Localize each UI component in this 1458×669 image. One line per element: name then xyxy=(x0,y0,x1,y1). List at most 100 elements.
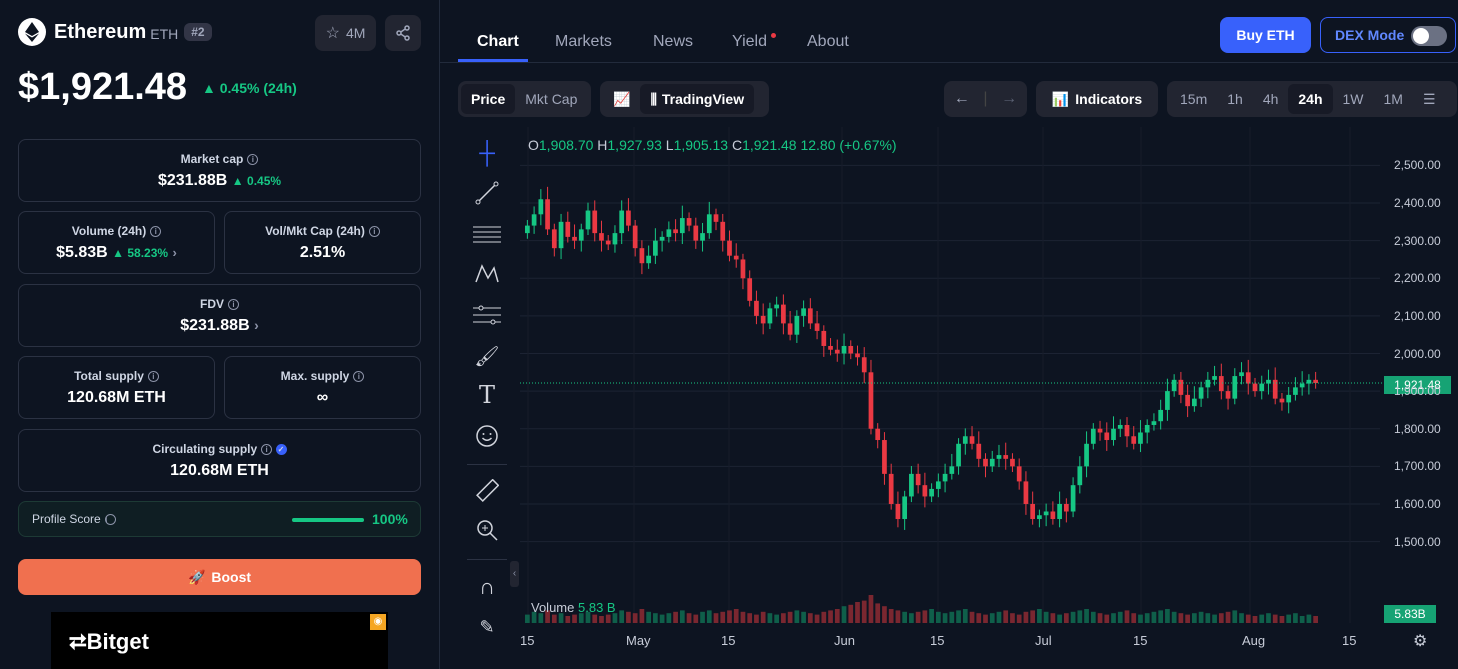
candle-body xyxy=(1293,387,1298,395)
volume-bar xyxy=(888,609,894,623)
volmkt-card: Vol/Mkt Cap (24h) i 2.51% xyxy=(224,211,421,274)
candle-body xyxy=(720,221,726,241)
indicators-button[interactable]: 📊 Indicators xyxy=(1036,81,1158,117)
candle-body xyxy=(841,345,847,354)
boost-button[interactable]: 🚀 Boost xyxy=(18,559,421,595)
price-change-value: 0.45% (24h) xyxy=(219,80,297,96)
dex-mode-toggle[interactable]: DEX Mode xyxy=(1320,17,1456,53)
arrow-left-icon[interactable]: ← xyxy=(953,90,970,107)
max-supply-value: ∞ xyxy=(316,389,329,406)
info-icon[interactable]: i xyxy=(150,226,162,238)
emoji-icon[interactable] xyxy=(472,421,502,451)
interval-15m[interactable]: 15m xyxy=(1180,91,1208,107)
tab-yield[interactable]: Yield xyxy=(732,33,767,50)
candle-body xyxy=(578,229,584,241)
candle-body xyxy=(848,345,854,354)
tab-news[interactable]: News xyxy=(653,33,694,50)
candle-body xyxy=(1138,432,1143,444)
candle-body xyxy=(1192,398,1197,407)
ruler-icon[interactable] xyxy=(472,476,502,506)
interval-1w[interactable]: 1W xyxy=(1342,91,1364,107)
arrow-right-icon[interactable]: → xyxy=(1001,90,1018,107)
buy-eth-button[interactable]: Buy ETH xyxy=(1220,17,1311,53)
lock-pencil-icon[interactable]: ✎ xyxy=(479,616,495,637)
fdv-card[interactable]: FDV i $231.88B › xyxy=(18,284,421,347)
candle-body xyxy=(525,225,530,234)
trend-line-icon[interactable] xyxy=(472,178,502,208)
candle-body xyxy=(679,218,685,234)
tab-markets[interactable]: Markets xyxy=(555,33,612,50)
volume-bar xyxy=(740,611,746,623)
interval-4h[interactable]: 4h xyxy=(1262,91,1279,107)
mktcap-toggle[interactable]: Mkt Cap xyxy=(525,91,578,107)
info-icon[interactable]: i xyxy=(353,371,365,383)
interval-1m[interactable]: 1M xyxy=(1383,91,1403,107)
interval-switch: 15m 1h 4h 24h 1W 1M ☰ xyxy=(1167,81,1457,117)
info-icon[interactable]: i xyxy=(147,371,159,383)
candle-body xyxy=(902,496,908,520)
tab-chart[interactable]: Chart xyxy=(477,33,519,50)
rank-badge: #2 xyxy=(184,23,212,41)
current-price-tag: 1,921.48 xyxy=(1384,376,1451,394)
price-toggle[interactable]: Price xyxy=(461,84,516,114)
line-chart-icon[interactable]: 📈 xyxy=(613,90,631,107)
candle-body xyxy=(1144,424,1150,433)
price-chart[interactable] xyxy=(520,127,1456,657)
pattern-icon[interactable] xyxy=(472,259,502,289)
volume-bar xyxy=(592,614,598,623)
volume-label: Volume (24h) xyxy=(71,224,147,238)
candle-body xyxy=(1178,379,1184,395)
max-supply-card: Max. supply i ∞ xyxy=(224,356,421,419)
divider xyxy=(440,62,1458,63)
info-icon[interactable]: i xyxy=(104,514,116,526)
total-supply-label: Total supply xyxy=(74,369,144,383)
interval-1h[interactable]: 1h xyxy=(1227,91,1243,107)
volume-bar xyxy=(841,606,847,623)
volume-bar xyxy=(1023,611,1029,623)
info-icon[interactable]: i xyxy=(247,154,259,166)
candlestick-chart[interactable] xyxy=(520,127,1456,657)
info-icon[interactable]: i xyxy=(368,226,380,238)
volume-bar xyxy=(821,611,827,623)
candle-body xyxy=(807,308,813,324)
magnet-icon[interactable]: ∩ xyxy=(479,574,495,599)
volume-card[interactable]: Volume (24h) i $5.83B ▲ 58.23% › xyxy=(18,211,215,274)
candle-body xyxy=(538,199,544,215)
brush-icon[interactable]: 🖌 xyxy=(474,345,500,368)
candle-body xyxy=(619,210,625,234)
toggle-switch[interactable] xyxy=(1411,26,1447,46)
candle-body xyxy=(1050,511,1056,520)
profile-score: Profile Score i 100% xyxy=(18,501,421,537)
volume-bar xyxy=(1232,610,1238,623)
candle-body xyxy=(733,255,739,260)
crosshair-icon[interactable]: ┼ xyxy=(479,140,495,165)
collapse-toolbar-handle[interactable]: ‹ xyxy=(510,561,519,587)
volume-bar xyxy=(754,614,759,623)
text-tool-icon[interactable]: T xyxy=(478,381,495,409)
tradingview-toggle[interactable]: ⫼ TradingView xyxy=(640,84,755,114)
volume-bar xyxy=(787,611,793,623)
candle-body xyxy=(740,259,746,279)
interval-24h[interactable]: 24h xyxy=(1288,84,1333,114)
advertisement-banner[interactable]: ⮂Bitget ◉ xyxy=(51,612,388,669)
volume-bar xyxy=(673,611,678,623)
volume-bar xyxy=(1138,614,1143,623)
zoom-in-icon[interactable] xyxy=(472,515,502,545)
candle-body xyxy=(1111,428,1116,441)
chart-settings-icon[interactable]: ⚙ xyxy=(1413,633,1428,650)
candle-body xyxy=(646,255,651,264)
candle-body xyxy=(572,236,577,241)
settings-sliders-icon[interactable]: ☰ xyxy=(1422,90,1436,107)
info-icon[interactable]: i xyxy=(261,444,273,456)
forecast-icon[interactable] xyxy=(472,300,502,330)
candle-body xyxy=(1245,372,1251,384)
x-tick-label: 15 xyxy=(1342,633,1357,648)
horizontal-lines-icon[interactable] xyxy=(472,219,502,249)
tab-about[interactable]: About xyxy=(807,33,849,50)
volume-bar xyxy=(585,611,591,623)
info-icon[interactable]: i xyxy=(228,299,239,311)
volume-bar xyxy=(1030,610,1036,623)
watchlist-button[interactable]: ☆ 4M xyxy=(315,15,376,51)
ad-badge-icon[interactable]: ◉ xyxy=(370,614,386,630)
share-button[interactable] xyxy=(385,15,421,51)
